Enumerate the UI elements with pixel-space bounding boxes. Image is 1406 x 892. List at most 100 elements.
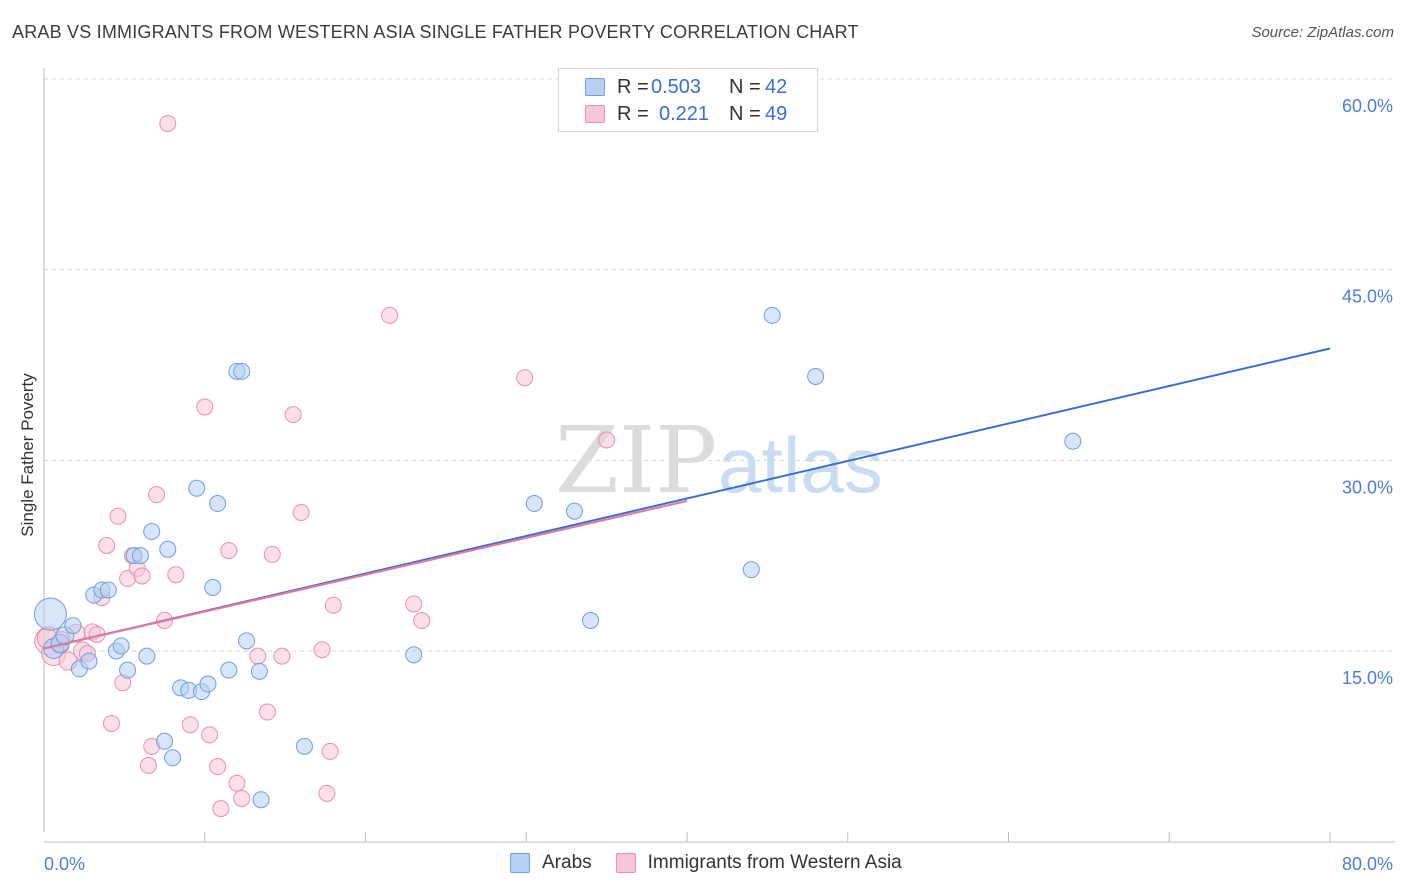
point-immigrants: [249, 647, 267, 665]
trend-line-immigrants: [43, 500, 688, 650]
legend-r-value: 0.503: [651, 75, 702, 98]
legend-item-arabs: Arabs: [510, 852, 592, 874]
correlation-legend: R = 0.503 N = 42 R = 0.221 N = 49: [558, 68, 818, 132]
point-arabs: [188, 479, 206, 497]
point-arabs: [742, 561, 760, 579]
point-immigrants: [181, 716, 199, 734]
point-arabs: [33, 597, 67, 631]
y-tick-label: 15.0%: [1342, 668, 1393, 688]
legend-label-immigrants: Immigrants from Western Asia: [647, 852, 902, 873]
y-axis-label: Single Father Poverty: [18, 373, 37, 537]
point-arabs: [565, 502, 583, 520]
point-arabs: [209, 495, 227, 513]
x-tick-label: 80.0%: [1342, 854, 1393, 874]
point-immigrants: [103, 714, 121, 732]
point-immigrants: [258, 703, 276, 721]
axes: [43, 68, 1395, 843]
watermark-atlas: atlas: [718, 421, 883, 509]
point-immigrants: [381, 306, 399, 324]
y-tick-label: 60.0%: [1342, 96, 1393, 116]
y-tick-label: 30.0%: [1342, 477, 1393, 497]
legend-row-arabs: R = 0.503 N = 42: [585, 75, 787, 99]
legend-item-immigrants: Immigrants from Western Asia: [615, 852, 902, 874]
point-immigrants: [201, 726, 219, 744]
point-arabs: [159, 540, 177, 558]
point-arabs: [199, 675, 217, 693]
point-immigrants: [98, 536, 116, 554]
tick-labels: 15.0% 30.0% 45.0% 60.0% 0.0% 80.0%: [44, 96, 1393, 874]
watermark: ZIP atlas: [555, 407, 883, 514]
point-arabs: [64, 617, 82, 635]
point-arabs: [1064, 432, 1082, 450]
point-arabs: [112, 637, 130, 655]
point-immigrants: [196, 398, 214, 416]
point-arabs: [233, 362, 251, 380]
point-immigrants: [318, 784, 336, 802]
point-arabs: [220, 661, 238, 679]
point-immigrants: [405, 595, 423, 613]
point-immigrants: [220, 542, 238, 560]
point-arabs: [138, 647, 156, 665]
point-immigrants: [263, 545, 281, 563]
point-arabs: [164, 749, 182, 767]
series-arabs: [33, 306, 1082, 809]
point-arabs: [204, 578, 222, 596]
legend-n-label: N =: [729, 75, 761, 98]
point-arabs: [131, 547, 149, 565]
point-immigrants: [292, 503, 310, 521]
point-immigrants: [167, 566, 185, 584]
point-arabs: [252, 791, 270, 809]
point-immigrants: [228, 774, 246, 792]
legend-label-arabs: Arabs: [542, 852, 592, 873]
point-immigrants: [598, 431, 616, 449]
series-legend: Arabs Immigrants from Western Asia: [510, 852, 926, 874]
y-tick-label: 45.0%: [1342, 287, 1393, 307]
point-arabs: [99, 581, 117, 599]
legend-row-immigrants: R = 0.221 N = 49: [585, 102, 787, 126]
point-arabs: [238, 632, 256, 650]
point-immigrants: [413, 611, 431, 629]
point-immigrants: [284, 406, 302, 424]
series-immigrants: [34, 114, 616, 818]
legend-swatch-arabs: [585, 78, 605, 96]
legend-n-label: N =: [729, 102, 761, 125]
point-arabs: [582, 611, 600, 629]
legend-swatch-immigrants: [585, 105, 605, 123]
point-arabs: [763, 306, 781, 324]
trend-lines: [43, 347, 1331, 650]
legend-r-label: R =: [617, 75, 649, 98]
legend-n-value: 42: [765, 75, 788, 98]
point-arabs: [295, 737, 313, 755]
point-arabs: [807, 367, 825, 385]
point-arabs: [156, 732, 174, 750]
legend-swatch-immigrants: [615, 853, 636, 873]
point-immigrants: [148, 486, 166, 504]
legend-r-value: 0.221: [659, 102, 710, 125]
point-immigrants: [209, 758, 227, 776]
x-tick-label: 0.0%: [44, 854, 85, 874]
source-credit: Source: ZipAtlas.com: [1251, 24, 1394, 41]
point-immigrants: [159, 114, 177, 132]
point-arabs: [143, 523, 161, 541]
legend-r-label: R =: [617, 102, 649, 125]
point-immigrants: [233, 789, 251, 807]
legend-swatch-arabs: [510, 853, 530, 873]
point-immigrants: [516, 369, 534, 387]
point-immigrants: [324, 596, 342, 614]
point-arabs: [405, 646, 423, 664]
point-arabs: [119, 661, 137, 679]
watermark-zip: ZIP: [555, 407, 717, 514]
point-arabs: [250, 662, 268, 680]
point-immigrants: [313, 641, 331, 659]
point-immigrants: [139, 756, 157, 774]
point-arabs: [80, 652, 98, 670]
point-immigrants: [321, 742, 339, 760]
legend-n-value: 49: [765, 102, 788, 125]
chart-title: ARAB VS IMMIGRANTS FROM WESTERN ASIA SIN…: [12, 22, 859, 42]
point-immigrants: [273, 647, 291, 665]
point-immigrants: [109, 507, 127, 525]
point-immigrants: [212, 800, 230, 818]
point-immigrants: [133, 567, 151, 585]
point-arabs: [525, 495, 543, 513]
